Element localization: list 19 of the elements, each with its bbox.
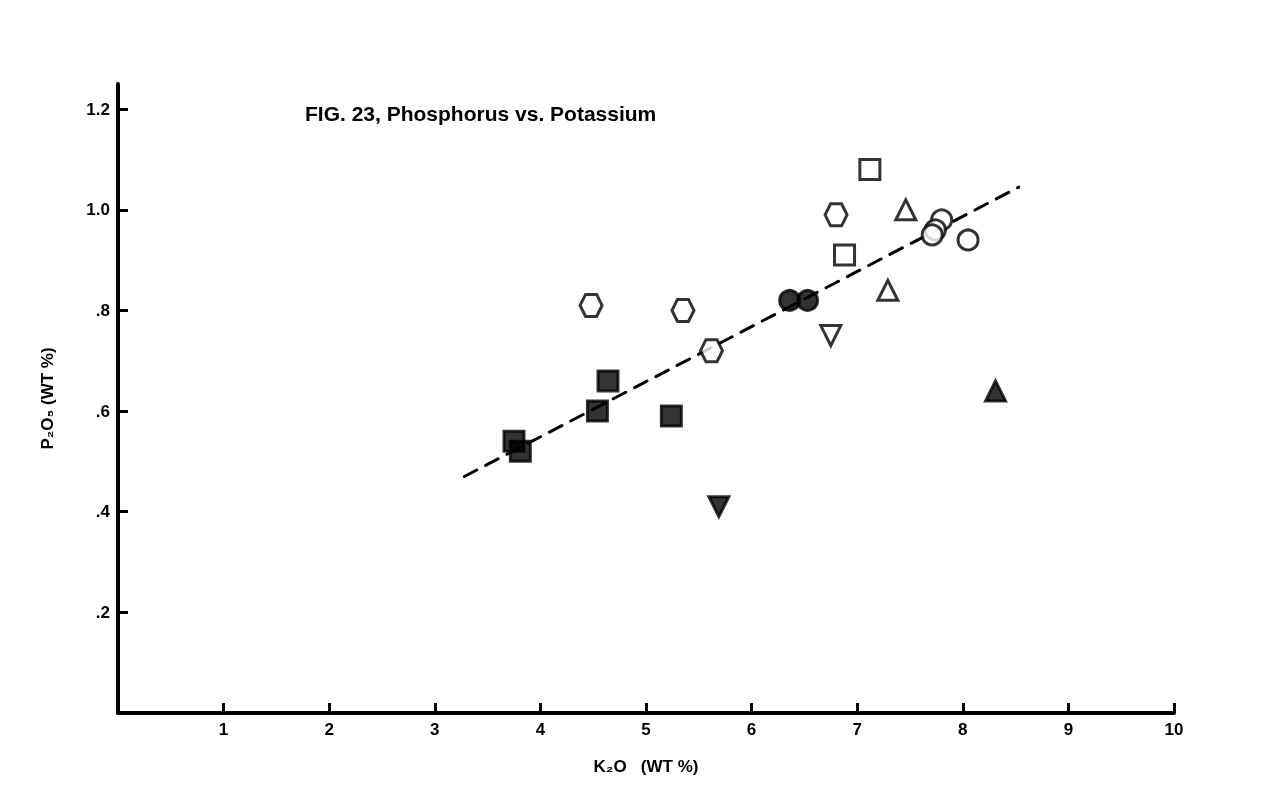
x-tick-label: 4 (535, 720, 546, 739)
y-tick-label: .8 (95, 300, 110, 320)
x-tick-label: 2 (324, 720, 334, 739)
text: FIG. 23, Phosphorus vs. Potassium (305, 102, 657, 125)
x-tick-label: 7 (852, 720, 862, 739)
x-tick-label: 8 (958, 720, 968, 739)
y-tick-label: .6 (95, 401, 110, 421)
x-tick-label: 1 (218, 720, 229, 739)
x-tick-label: 10 (1164, 720, 1184, 739)
y-tick-label: .2 (95, 602, 110, 622)
x-tick-label: 5 (641, 720, 651, 739)
x-tick-label: 3 (430, 720, 440, 739)
y-tick-label: 1.2 (86, 99, 110, 119)
y-tick-label: 1.0 (86, 200, 110, 220)
x-tick-label: 6 (746, 720, 757, 739)
x-axis-title: K₂O (WT %) (593, 757, 699, 776)
y-axis-title: P₂O₅ (WT %) (38, 347, 57, 450)
y-tick-label: .4 (95, 502, 111, 522)
x-tick-label: 9 (1063, 720, 1074, 739)
